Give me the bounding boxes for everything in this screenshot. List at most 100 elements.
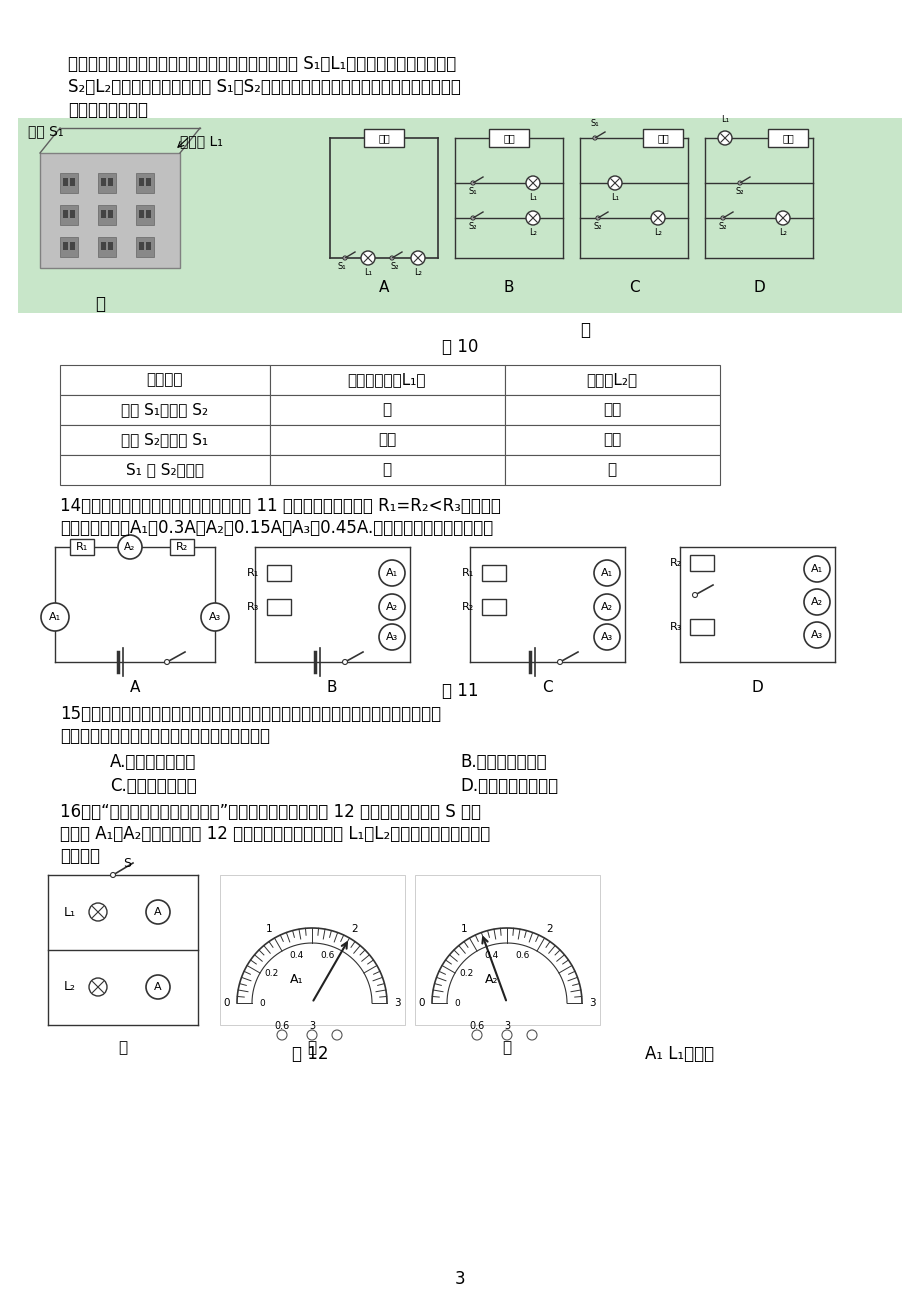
Circle shape	[200, 603, 229, 630]
Text: A₂: A₂	[484, 972, 498, 985]
Text: 电源: 电源	[503, 133, 515, 143]
Text: S₂: S₂	[593, 222, 602, 231]
Bar	[146, 242, 151, 250]
Bar	[108, 211, 113, 218]
Bar	[482, 566, 505, 581]
Text: B: B	[504, 280, 514, 295]
Circle shape	[379, 624, 404, 650]
Circle shape	[471, 216, 474, 220]
Text: L₂: L₂	[64, 980, 76, 993]
Text: 1: 1	[266, 924, 273, 935]
Text: 不亮: 不亮	[602, 433, 620, 447]
Bar	[18, 118, 318, 313]
Text: B.小灯泡灯丝断了: B.小灯泡灯丝断了	[460, 753, 546, 771]
Bar	[70, 211, 75, 218]
Circle shape	[502, 1030, 512, 1040]
Circle shape	[390, 256, 393, 260]
Text: S₁: S₁	[590, 120, 598, 127]
Text: 电源: 电源	[781, 133, 793, 143]
Bar	[60, 173, 78, 192]
Bar	[70, 242, 75, 250]
Text: A₂: A₂	[810, 597, 823, 607]
Bar	[269, 395, 505, 425]
Text: L₂: L₂	[778, 227, 786, 237]
Text: R₂: R₂	[176, 542, 187, 552]
Text: 闭合 S₂，断开 S₁: 闭合 S₂，断开 S₁	[121, 433, 209, 447]
Text: A₁: A₁	[289, 972, 303, 985]
Text: 0.2: 0.2	[264, 968, 278, 978]
Text: A: A	[154, 982, 162, 992]
Text: 插座指示灯（L₁）: 插座指示灯（L₁）	[347, 373, 425, 387]
Bar	[98, 205, 116, 225]
Text: 2: 2	[351, 924, 357, 935]
Bar	[269, 455, 505, 485]
Text: 0.4: 0.4	[289, 950, 303, 959]
Text: 3: 3	[309, 1020, 314, 1031]
Circle shape	[277, 1030, 287, 1040]
Text: 图 12: 图 12	[291, 1045, 328, 1063]
Text: A₂: A₂	[385, 602, 398, 612]
Text: 亮: 亮	[382, 463, 391, 477]
Circle shape	[118, 536, 142, 559]
Text: 亮: 亮	[382, 403, 391, 417]
Text: 指示灯 L₁: 指示灯 L₁	[180, 134, 222, 148]
Text: 0.6: 0.6	[320, 950, 335, 959]
Text: R₁: R₁	[75, 542, 88, 552]
Bar	[364, 129, 403, 147]
Bar	[60, 365, 269, 395]
Circle shape	[594, 560, 619, 586]
Text: R₃: R₃	[246, 602, 259, 612]
Text: 乙: 乙	[579, 321, 589, 339]
Text: 闭合 S₁，断开 S₂: 闭合 S₁，断开 S₂	[121, 403, 209, 417]
Text: A₁: A₁	[600, 568, 612, 578]
Text: 0: 0	[259, 998, 265, 1008]
Circle shape	[379, 594, 404, 620]
Bar	[108, 178, 113, 186]
Text: 台灯（L₂）: 台灯（L₂）	[585, 373, 637, 387]
Bar	[40, 153, 180, 268]
Text: L₁: L₁	[610, 192, 618, 202]
Bar	[139, 178, 144, 186]
Text: 0.4: 0.4	[484, 950, 498, 959]
Text: （相当于电阵很大的灯泡）。若插座开关和指示灯用 S₁、L₁表示，台灯开关和灯泡用: （相当于电阵很大的灯泡）。若插座开关和指示灯用 S₁、L₁表示，台灯开关和灯泡用	[68, 55, 456, 73]
Text: D: D	[750, 680, 762, 696]
Text: A₃: A₃	[810, 630, 823, 640]
Text: A₂: A₂	[124, 542, 135, 552]
Text: 不亮: 不亮	[378, 433, 396, 447]
Text: 甲: 甲	[119, 1040, 128, 1056]
Bar	[505, 455, 720, 485]
Text: R₁: R₁	[461, 568, 473, 578]
Circle shape	[527, 1030, 537, 1040]
Text: 开关 S₁: 开关 S₁	[28, 124, 63, 138]
Bar	[642, 129, 682, 147]
Text: 0.6: 0.6	[469, 1020, 484, 1031]
Text: 电流表 A₁、A₂示数分别如图 12 乙、丙所示，则通过灯泡 L₁、L₂电流大小的判断正确的: 电流表 A₁、A₂示数分别如图 12 乙、丙所示，则通过灯泡 L₁、L₂电流大小…	[60, 826, 490, 842]
Bar	[220, 875, 404, 1024]
Bar	[505, 395, 720, 425]
Text: A₁: A₁	[385, 568, 398, 578]
Bar	[146, 211, 151, 218]
Circle shape	[165, 659, 169, 664]
Text: C: C	[628, 280, 639, 295]
Text: A₁ L₁的电流: A₁ L₁的电流	[644, 1045, 713, 1063]
Text: 图乙中的（　　）: 图乙中的（ ）	[68, 101, 148, 120]
Bar	[108, 242, 113, 250]
Text: L₁: L₁	[528, 192, 537, 202]
Text: L₂: L₂	[653, 227, 661, 237]
Text: S₁: S₁	[468, 187, 477, 196]
Text: S₁: S₁	[337, 263, 346, 270]
Bar	[269, 425, 505, 455]
Text: C: C	[541, 680, 551, 696]
Circle shape	[379, 560, 404, 586]
Bar	[60, 237, 78, 257]
Circle shape	[720, 216, 724, 220]
Bar	[101, 242, 106, 250]
Text: D: D	[753, 280, 764, 295]
Bar	[767, 129, 807, 147]
Text: 0: 0	[454, 998, 460, 1008]
Text: C.小灯泡接触不良: C.小灯泡接触不良	[110, 777, 197, 796]
Circle shape	[594, 594, 619, 620]
Text: 电源: 电源	[656, 133, 668, 143]
Bar	[689, 555, 713, 571]
Circle shape	[89, 903, 107, 920]
